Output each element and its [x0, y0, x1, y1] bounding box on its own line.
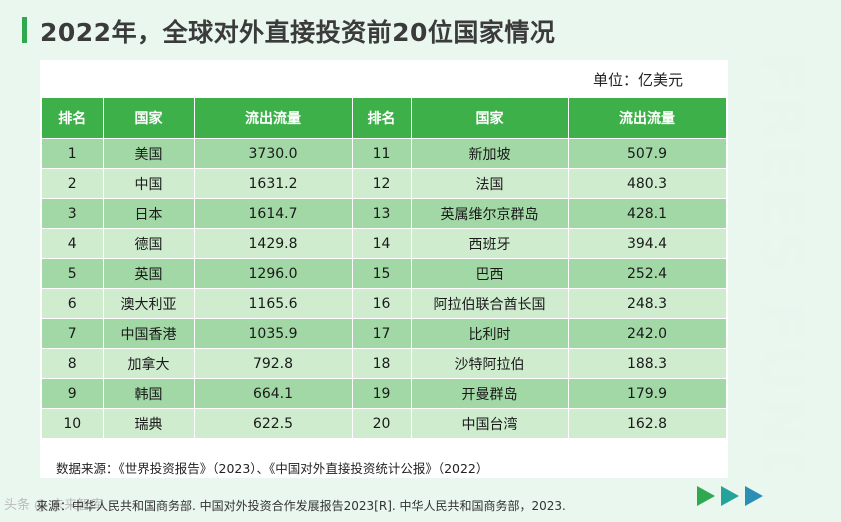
cell-outflow: 507.9	[568, 138, 727, 169]
cell-rank: 19	[352, 378, 412, 409]
header-country: 国家	[411, 98, 569, 139]
header-outflow: 流出流量	[194, 98, 353, 139]
cell-rank: 13	[352, 198, 412, 229]
cell-country: 中国台湾	[411, 408, 569, 439]
cell-country: 西班牙	[411, 228, 569, 259]
arrow-icon	[721, 486, 739, 506]
cell-rank: 7	[42, 318, 104, 349]
header-rank: 排名	[42, 98, 104, 139]
cell-outflow: 792.8	[194, 348, 353, 379]
title-accent-bar	[22, 17, 27, 43]
cell-country: 比利时	[411, 318, 569, 349]
cell-country: 加拿大	[103, 348, 195, 379]
cell-outflow: 248.3	[568, 288, 727, 319]
table-row: 9 韩国 664.1 19 开曼群岛 179.9	[42, 378, 727, 409]
cell-outflow: 1296.0	[194, 258, 353, 289]
cell-country: 韩国	[103, 378, 195, 409]
source-citation: 来源：中华人民共和国商务部. 中国对外投资合作发展报告2023[R]. 中华人民…	[36, 499, 566, 513]
cell-outflow: 664.1	[194, 378, 353, 409]
table-row: 4 德国 1429.8 14 西班牙 394.4	[42, 228, 727, 259]
cell-rank: 9	[42, 378, 104, 409]
unit-label: 单位：亿美元	[592, 71, 683, 89]
cell-country: 阿拉伯联合酋长国	[411, 288, 569, 319]
cell-rank: 16	[352, 288, 412, 319]
cell-outflow: 242.0	[568, 318, 727, 349]
cell-country: 中国	[103, 168, 195, 199]
cell-outflow: 162.8	[568, 408, 727, 439]
arrow-icon	[745, 486, 763, 506]
cell-rank: 20	[352, 408, 412, 439]
cell-country: 巴西	[411, 258, 569, 289]
cell-outflow: 1614.7	[194, 198, 353, 229]
cell-outflow: 3730.0	[194, 138, 353, 169]
cell-country: 美国	[103, 138, 195, 169]
corner-logo: 头条 @ 未来智库	[4, 498, 104, 513]
cell-outflow: 622.5	[194, 408, 353, 439]
cell-rank: 12	[352, 168, 412, 199]
arrow-icon	[697, 486, 715, 506]
cell-rank: 1	[42, 138, 104, 169]
cell-outflow: 480.3	[568, 168, 727, 199]
cell-rank: 17	[352, 318, 412, 349]
cell-outflow: 428.1	[568, 198, 727, 229]
cell-country: 澳大利亚	[103, 288, 195, 319]
cell-rank: 8	[42, 348, 104, 379]
cell-country: 瑞典	[103, 408, 195, 439]
cell-outflow: 1165.6	[194, 288, 353, 319]
cell-rank: 11	[352, 138, 412, 169]
cell-rank: 6	[42, 288, 104, 319]
table-row: 10 瑞典 622.5 20 中国台湾 162.8	[42, 408, 727, 439]
cell-outflow: 1429.8	[194, 228, 353, 259]
cell-outflow: 188.3	[568, 348, 727, 379]
cell-country: 德国	[103, 228, 195, 259]
header-outflow: 流出流量	[568, 98, 727, 139]
table-header-row: 排名 国家 流出流量 排名 国家 流出流量	[42, 98, 727, 139]
cell-outflow: 252.4	[568, 258, 727, 289]
table-row: 1 美国 3730.0 11 新加坡 507.9	[42, 138, 727, 169]
cell-country: 开曼群岛	[411, 378, 569, 409]
cell-country: 英国	[103, 258, 195, 289]
cell-country: 法国	[411, 168, 569, 199]
header-rank: 排名	[352, 98, 412, 139]
table-row: 5 英国 1296.0 15 巴西 252.4	[42, 258, 727, 289]
page-title: 2022年，全球对外直接投资前20位国家情况	[40, 18, 556, 47]
cell-outflow: 1631.2	[194, 168, 353, 199]
cell-rank: 4	[42, 228, 104, 259]
cell-rank: 14	[352, 228, 412, 259]
table-row: 7 中国香港 1035.9 17 比利时 242.0	[42, 318, 727, 349]
cell-country: 新加坡	[411, 138, 569, 169]
nav-arrows	[697, 486, 769, 510]
fdi-table: 排名 国家 流出流量 排名 国家 流出流量 1 美国 3730.0 11 新加坡 507.…	[42, 98, 727, 439]
table-row: 3 日本 1614.7 13 英属维尔京群岛 428.1	[42, 198, 727, 229]
cell-country: 英属维尔京群岛	[411, 198, 569, 229]
watermark: FREES FUND	[752, 52, 812, 472]
cell-outflow: 179.9	[568, 378, 727, 409]
cell-rank: 3	[42, 198, 104, 229]
cell-country: 沙特阿拉伯	[411, 348, 569, 379]
cell-rank: 18	[352, 348, 412, 379]
data-source-note: 数据来源：《世界投资报告》（2023）、《中国对外直接投资统计公报》（2022）	[56, 461, 489, 476]
table-row: 6 澳大利亚 1165.6 16 阿拉伯联合酋长国 248.3	[42, 288, 727, 319]
header-country: 国家	[103, 98, 195, 139]
cell-rank: 5	[42, 258, 104, 289]
cell-outflow: 394.4	[568, 228, 727, 259]
table-row: 8 加拿大 792.8 18 沙特阿拉伯 188.3	[42, 348, 727, 379]
cell-rank: 15	[352, 258, 412, 289]
cell-outflow: 1035.9	[194, 318, 353, 349]
cell-rank: 2	[42, 168, 104, 199]
cell-rank: 10	[42, 408, 104, 439]
cell-country: 日本	[103, 198, 195, 229]
cell-country: 中国香港	[103, 318, 195, 349]
table-panel: 单位：亿美元 排名 国家 流出流量 排名 国家 流出流量 1 美国 3730.0 11…	[40, 60, 728, 478]
table-row: 2 中国 1631.2 12 法国 480.3	[42, 168, 727, 199]
